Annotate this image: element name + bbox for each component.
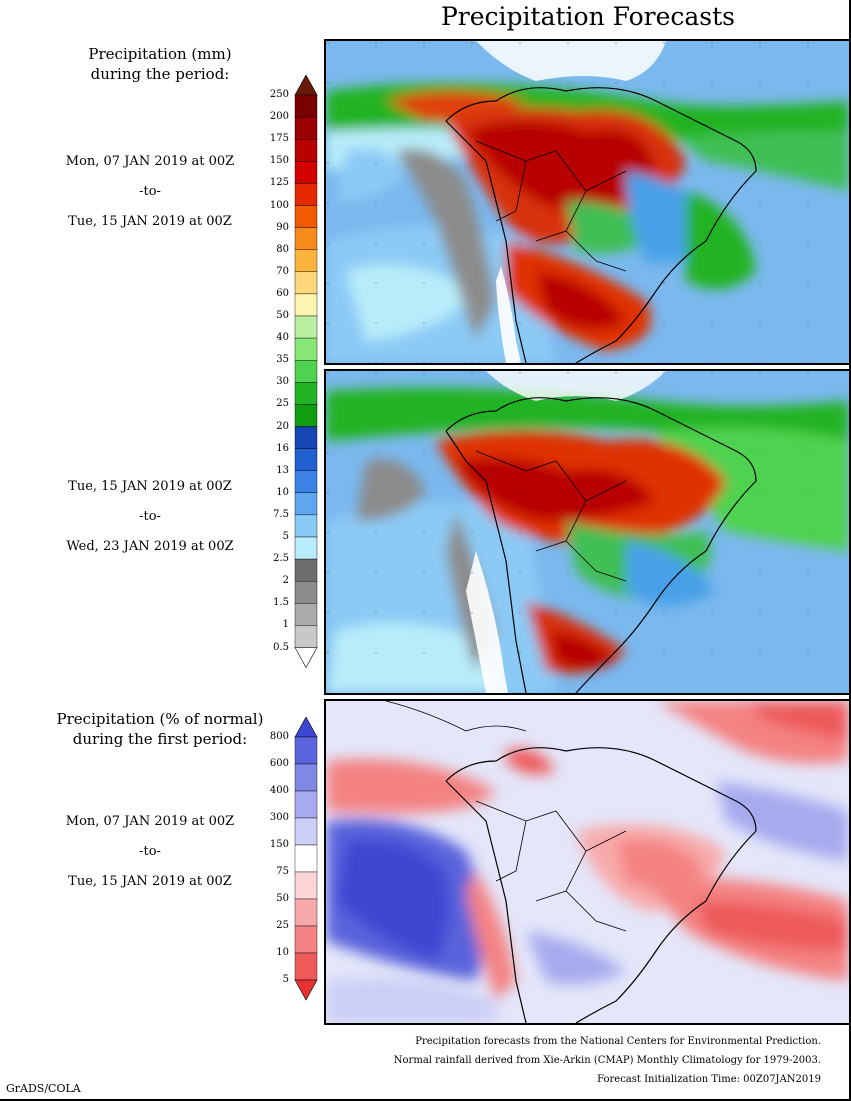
period3-end: Tue, 15 JAN 2019 at 00Z [68, 874, 232, 889]
period3-separator: -to- [139, 844, 161, 859]
colorbar-segment [294, 360, 318, 383]
footer-line2: Normal rainfall derived from Xie-Arkin (… [393, 1055, 821, 1066]
colorbar-segment [294, 492, 318, 516]
pct-heading-line2: during the first period: [72, 730, 248, 748]
colorbar-segment [294, 581, 318, 604]
colorbar-tick-label: 300 [269, 812, 289, 823]
colorbar-segment [294, 736, 318, 765]
colorbar-tick-label: 200 [269, 111, 289, 123]
colorbar-tick-label: 5 [282, 974, 289, 985]
colorbar-segment [294, 558, 318, 582]
colorbar-segment [294, 161, 318, 184]
colorbar-segment [294, 871, 318, 900]
colorbar-tick-label: 0.5 [273, 641, 289, 653]
colorbar-segment [294, 603, 318, 626]
colorbar-segment [294, 183, 318, 206]
colorbar-tick-label: 10 [276, 486, 289, 498]
precip-map-week1 [324, 39, 851, 365]
colorbar-tick-label: 40 [276, 332, 289, 344]
colorbar-tick-label: 600 [269, 758, 289, 769]
pct-heading-line1: Precipitation (% of normal) [56, 710, 264, 728]
colorbar-top-arrow [294, 75, 318, 96]
period1-end: Tue, 15 JAN 2019 at 00Z [68, 214, 232, 229]
colorbar-segment [294, 94, 318, 118]
colorbar-segment [294, 227, 318, 250]
colorbar-tick-label: 30 [276, 376, 289, 388]
precip-heading-line2: during the period: [90, 65, 230, 83]
colorbar-bottom-arrow [294, 647, 318, 669]
period3-start: Mon, 07 JAN 2019 at 00Z [65, 814, 235, 829]
period2-start: Tue, 15 JAN 2019 at 00Z [68, 479, 232, 494]
colorbar-tick-label: 13 [276, 464, 289, 476]
colorbar-tick-label: 150 [269, 839, 289, 850]
precip-colorbar [294, 75, 318, 669]
colorbar-tick-label: 90 [276, 221, 289, 233]
colorbar-tick-label: 2 [282, 575, 289, 587]
colorbar-segment [294, 763, 318, 792]
colorbar-tick-label: 70 [276, 265, 289, 277]
colorbar-segment [294, 426, 318, 449]
colorbar-tick-label: 20 [276, 420, 289, 432]
colorbar-tick-label: 150 [269, 155, 289, 167]
footer-line1: Precipitation forecasts from the Nationa… [415, 1036, 821, 1047]
colorbar-tick-label: 250 [269, 89, 289, 100]
colorbar-segment [294, 817, 318, 846]
colorbar-segment [294, 514, 318, 538]
footer-line3: Forecast Initialization Time: 00Z07JAN20… [597, 1074, 821, 1085]
colorbar-tick-label: 1.5 [273, 597, 289, 609]
colorbar-tick-label: 5 [282, 531, 289, 542]
colorbar-segment [294, 315, 318, 339]
period2-end: Wed, 23 JAN 2019 at 00Z [66, 539, 234, 554]
colorbar-top-arrow [294, 717, 318, 738]
colorbar-tick-label: 7.5 [273, 508, 289, 520]
colorbar-tick-label: 16 [276, 442, 289, 454]
colorbar-tick-label: 800 [269, 731, 289, 742]
colorbar-tick-label: 1 [282, 619, 289, 631]
colorbar-tick-label: 35 [276, 354, 289, 366]
colorbar-segment [294, 382, 318, 405]
colorbar-tick-label: 25 [276, 920, 289, 931]
colorbar-tick-label: 125 [269, 177, 289, 189]
colorbar-tick-label: 10 [276, 947, 289, 958]
colorbar-segment [294, 844, 318, 873]
colorbar-tick-label: 175 [269, 133, 289, 145]
colorbar-segment [294, 625, 318, 648]
colorbar-segment [294, 448, 318, 471]
period1-start: Mon, 07 JAN 2019 at 00Z [65, 154, 235, 169]
colorbar-segment [294, 470, 318, 494]
colorbar-segment [294, 790, 318, 819]
colorbar-segment [294, 925, 318, 954]
period1-separator: -to- [139, 184, 161, 199]
colorbar-segment [294, 293, 318, 317]
colorbar-tick-label: 80 [276, 243, 289, 255]
footer-notes: Precipitation forecasts from the Nationa… [394, 1032, 821, 1089]
colorbar-tick-label: 50 [276, 310, 289, 321]
page-frame-bottom [0, 1099, 851, 1101]
colorbar-segment [294, 337, 318, 361]
colorbar-tick-label: 50 [276, 893, 289, 904]
page-title: Precipitation Forecasts [440, 2, 736, 31]
precip-heading-line1: Precipitation (mm) [88, 45, 232, 63]
colorbar-segment [294, 138, 318, 162]
colorbar-segment [294, 536, 318, 560]
colorbar-bottom-arrow [294, 979, 318, 1001]
period2-separator: -to- [139, 509, 161, 524]
colorbar-segment [294, 249, 318, 272]
colorbar-segment [294, 116, 318, 140]
colorbar-segment [294, 205, 318, 228]
precip-map-week2 [324, 369, 851, 695]
colorbar-segment [294, 898, 318, 927]
colorbar-tick-label: 75 [276, 866, 289, 877]
colorbar-segment [294, 404, 318, 427]
colorbar-tick-label: 100 [269, 199, 289, 211]
colorbar-segment [294, 271, 318, 295]
colorbar-tick-label: 2.5 [273, 553, 289, 565]
credit-label: GrADS/COLA [6, 1082, 81, 1095]
colorbar-segment [294, 952, 318, 981]
colorbar-tick-label: 400 [269, 785, 289, 796]
pct-colorbar [294, 717, 318, 1001]
precip-percent-map [324, 699, 851, 1025]
colorbar-tick-label: 60 [276, 287, 289, 299]
colorbar-tick-label: 25 [276, 398, 289, 410]
